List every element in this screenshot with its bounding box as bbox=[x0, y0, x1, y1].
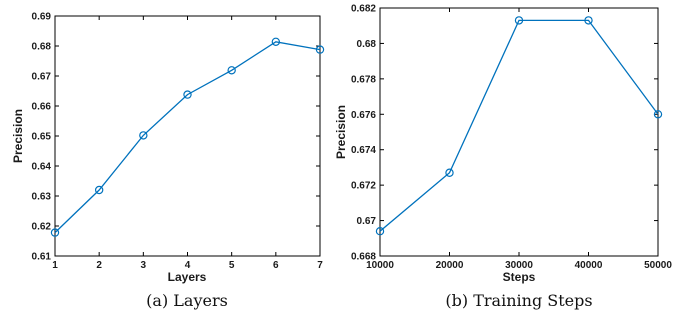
data-point bbox=[514, 16, 524, 25]
y-tick-label: 0.668 bbox=[351, 252, 376, 263]
series-group bbox=[50, 37, 325, 237]
series-line bbox=[54, 41, 321, 234]
y-tick-label: 0.68 bbox=[357, 39, 377, 50]
y-tick-label: 0.672 bbox=[351, 181, 376, 192]
y-tick-label: 0.63 bbox=[32, 192, 52, 203]
plot-frame bbox=[54, 15, 321, 257]
y-tick-label: 0.68 bbox=[32, 42, 52, 53]
x-tick-label: 3 bbox=[141, 260, 147, 271]
data-point bbox=[315, 45, 325, 54]
x-tick-label: 10000 bbox=[366, 260, 394, 271]
x-axis-label: Layers bbox=[168, 270, 207, 284]
data-point bbox=[653, 110, 663, 119]
x-axis: 10000 20000 30000 40000 50000 bbox=[366, 8, 672, 271]
data-point bbox=[445, 168, 454, 177]
x-tick-label: 40000 bbox=[575, 260, 603, 271]
data-point bbox=[94, 185, 104, 195]
x-tick-label: 20000 bbox=[436, 260, 464, 271]
chart-layers: 0.61 0.62 0.63 0.64 0.65 0.66 0.67 0.68 0.69 1 2 3… bbox=[11, 12, 325, 310]
y-tick-label: 0.676 bbox=[351, 110, 376, 121]
y-tick-label: 0.61 bbox=[32, 252, 52, 263]
y-tick-label: 0.64 bbox=[32, 162, 52, 173]
data-point bbox=[584, 16, 593, 25]
data-point bbox=[227, 66, 236, 75]
x-tick-label: 1 bbox=[52, 260, 58, 271]
y-axis: 0.61 0.62 0.63 0.64 0.65 0.66 0.67 0.68 0.69 bbox=[32, 12, 320, 263]
x-tick-label: 5 bbox=[229, 260, 235, 271]
x-tick-label: 6 bbox=[273, 260, 279, 271]
y-tick-label: 0.67 bbox=[32, 72, 52, 83]
chart-training-steps: 0.668 0.67 0.672 0.674 0.676 0.678 0.68 0.682 1… bbox=[334, 4, 672, 311]
data-point bbox=[50, 228, 60, 237]
y-tick-label: 0.69 bbox=[32, 12, 52, 23]
x-tick-label: 2 bbox=[96, 260, 102, 271]
y-tick-label: 0.65 bbox=[32, 132, 52, 143]
x-tick-label: 50000 bbox=[644, 260, 672, 271]
y-tick-label: 0.682 bbox=[351, 4, 376, 15]
x-axis-label: Steps bbox=[503, 270, 536, 284]
y-tick-label: 0.67 bbox=[357, 216, 377, 227]
data-point bbox=[183, 90, 192, 99]
y-tick-label: 0.674 bbox=[351, 145, 376, 156]
series-line bbox=[379, 19, 659, 232]
y-tick-label: 0.678 bbox=[351, 74, 376, 85]
x-tick-label: 30000 bbox=[505, 260, 533, 271]
data-point bbox=[271, 37, 281, 47]
x-tick-label: 4 bbox=[185, 260, 191, 271]
caption: (a) Layers bbox=[146, 291, 228, 310]
data-point bbox=[139, 131, 148, 140]
y-axis: 0.668 0.67 0.672 0.674 0.676 0.678 0.68 0.682 bbox=[351, 4, 658, 263]
y-axis-label: Precision bbox=[11, 109, 25, 163]
y-tick-label: 0.66 bbox=[32, 102, 52, 113]
x-tick-label: 7 bbox=[317, 260, 323, 271]
y-axis-label: Precision bbox=[334, 105, 348, 159]
data-point bbox=[375, 226, 385, 236]
x-axis: 1 2 3 4 5 6 7 bbox=[52, 16, 323, 271]
caption: (b) Training Steps bbox=[445, 291, 592, 310]
y-tick-label: 0.62 bbox=[32, 222, 52, 233]
plot-frame bbox=[379, 7, 659, 257]
series-group bbox=[375, 16, 663, 236]
